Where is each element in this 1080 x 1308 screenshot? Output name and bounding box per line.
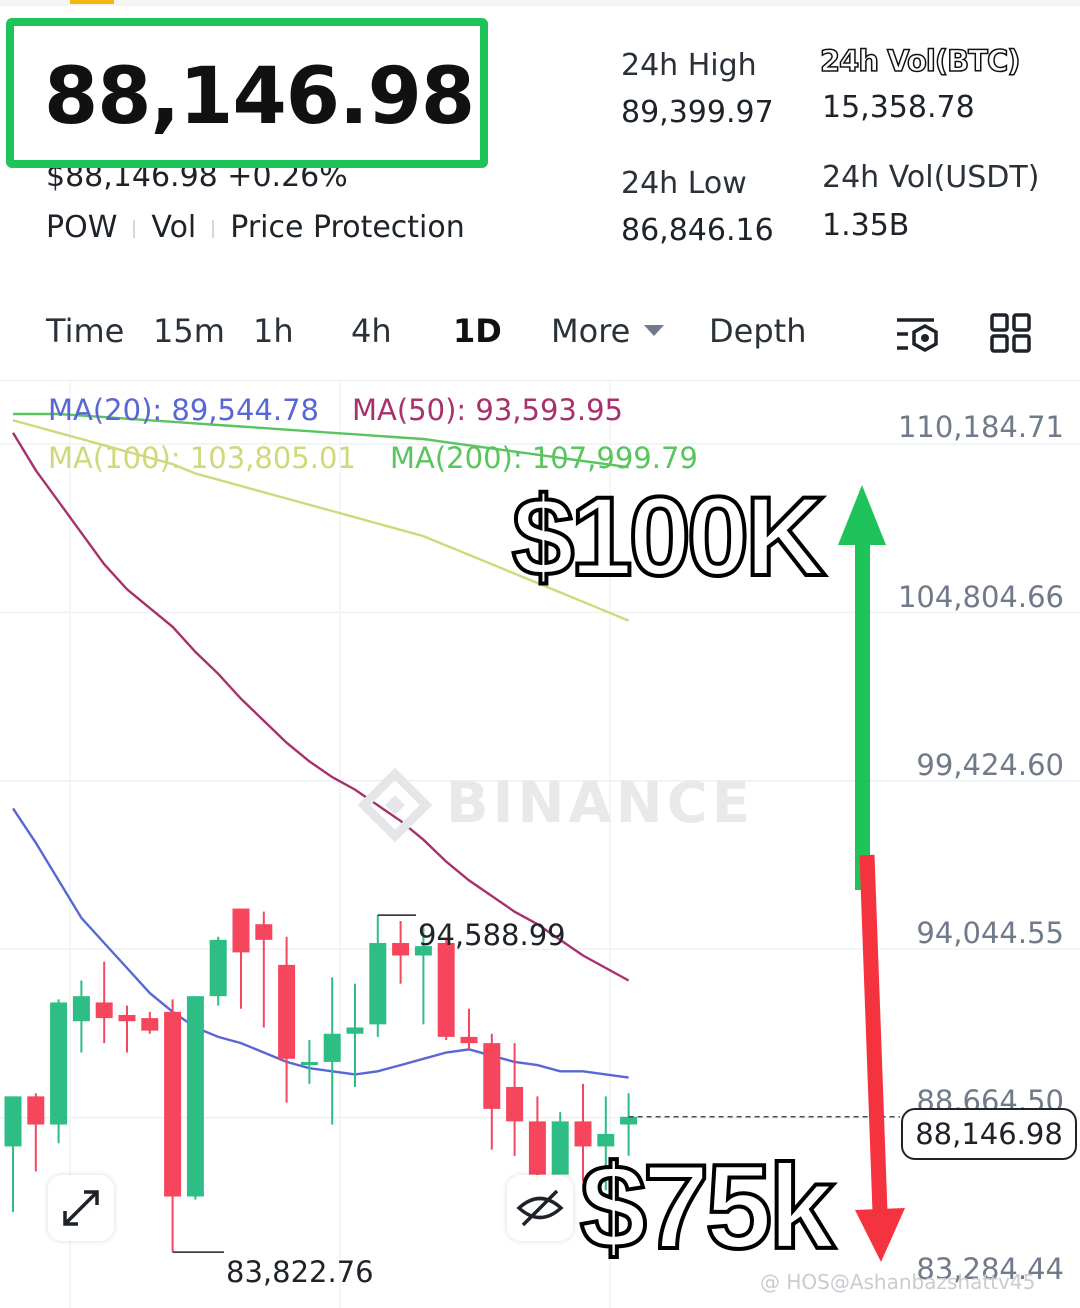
last-price: 88,146.98 [44,52,475,142]
candle-body [414,946,432,956]
vol-btc-value: 15,358.78 [822,90,975,125]
grid-layout-icon[interactable] [988,312,1034,358]
candle-body [255,924,273,940]
candle-body [118,1014,136,1022]
candle-body [551,1121,569,1175]
candle-body [27,1096,45,1125]
overlay-label-down: $75k [578,1138,837,1276]
ma200-legend: MA(200): 107,999.79 [390,441,698,475]
high-marker-label: 94,588.99 [418,918,566,952]
interval-tabs: Time 15m 1h 4h 1D More Depth [0,312,1080,358]
candle-body [392,942,410,956]
candle-body [141,1018,159,1031]
tab-1h[interactable]: 1h [253,312,294,350]
scale-label: 99,424.60 [916,748,1064,782]
tag-divider [212,220,215,238]
tab-1d[interactable]: 1D [453,312,502,350]
scale-label: 94,044.55 [916,916,1064,950]
tab-more-label: More [551,312,631,350]
eye-off-icon [516,1189,564,1227]
scale-label: 83,284.44 [916,1252,1064,1286]
tag-row: POW Vol Price Protection [46,210,465,245]
candle-body [323,1033,341,1062]
tab-more[interactable]: More [551,312,665,350]
low-value: 86,846.16 [621,213,774,248]
scale-label: 104,804.66 [897,580,1064,614]
overlay-label-up: $100K [510,472,828,601]
low-marker-label: 83,822.76 [226,1255,374,1289]
candle-body [232,908,250,953]
sub-price-change: $88,146.98 +0.26% [46,166,348,194]
candle-body [186,996,204,1197]
candle-body [506,1086,524,1122]
candle-body [528,1121,546,1175]
candle-body [437,942,455,1037]
high-value: 89,399.97 [621,95,774,130]
chevron-down-icon [644,324,665,336]
status-strip [0,0,1080,6]
candle-body [460,1036,478,1044]
fullscreen-button[interactable] [48,1175,114,1241]
candle-body [278,964,296,1059]
candle-body [483,1043,501,1109]
expand-icon [63,1190,99,1226]
up-arrow [838,485,886,890]
candle-body [574,1121,592,1147]
vol-usdt-value: 1.35B [822,208,910,243]
ma50-line [11,432,630,982]
credit-watermark: @ HOS@Ashanbazshattv45 [760,1270,1036,1294]
candle-body [209,939,227,997]
ma100-legend: MA(100): 103,805.01 [48,441,356,475]
price-highlight-box [6,18,488,168]
tag-divider [133,220,136,238]
down-arrow [855,854,905,1262]
candle-body [620,1116,638,1125]
tag-vol[interactable]: Vol [151,210,197,245]
candle-body [72,996,90,1022]
tab-depth[interactable]: Depth [709,312,807,350]
hide-indicators-button[interactable] [507,1175,573,1241]
status-accent [70,0,114,4]
current-price-tag: 88,146.98 [901,1108,1077,1160]
tag-price-protection[interactable]: Price Protection [230,210,465,245]
tab-time[interactable]: Time [46,312,125,350]
low-label: 24h Low [621,166,747,201]
vol-usdt-label: 24h Vol(USDT) [822,160,1040,195]
candle-body [4,1096,22,1147]
candle-body [95,1002,113,1019]
candle-body [50,1002,68,1125]
tab-4h[interactable]: 4h [351,312,392,350]
vol-btc-label: 24h Vol(BTC) [819,43,1021,79]
candle-body [346,1027,364,1034]
candle-body [597,1133,615,1147]
binance-logo-icon [357,767,433,846]
ma20-line [11,807,629,1079]
candle-body [300,1061,318,1066]
ma20-legend: MA(20): 89,544.78 [48,393,319,427]
tag-pow[interactable]: POW [46,210,118,245]
watermark-text: BINANCE [446,771,754,836]
chart-settings-icon[interactable] [894,312,942,358]
high-label: 24h High [621,48,757,83]
toolbar-divider [0,380,1080,381]
scale-label: 110,184.71 [897,410,1064,444]
ma200-line [13,412,629,469]
tab-15m[interactable]: 15m [153,312,225,350]
ma100-line [12,419,630,622]
candle-body [164,1011,182,1197]
ma50-legend: MA(50): 93,593.95 [352,393,623,427]
candle-body [369,942,387,1025]
